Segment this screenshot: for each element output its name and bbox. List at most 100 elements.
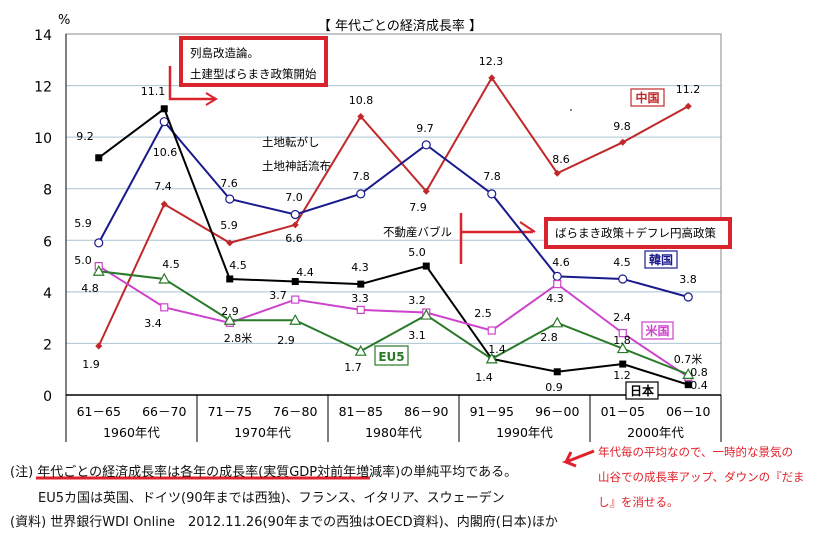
- data-label: 7.8: [483, 170, 501, 183]
- annotation-text: 土建型ばらまき政策開始: [190, 67, 317, 81]
- y-tick-label: 12: [34, 80, 52, 96]
- data-point: [618, 329, 627, 338]
- data-point: [422, 262, 430, 270]
- annotation-box-policy-start: [179, 36, 328, 87]
- data-label: 3.2: [408, 294, 426, 307]
- note-line-2: EU5カ国は英国、ドイツ(90年までは西独)、フランス、イタリア、スウェーデン: [38, 491, 505, 506]
- y-tick-label: 8: [43, 183, 52, 199]
- data-label: 2.4: [613, 311, 631, 324]
- series-line: [98, 265, 689, 378]
- data-label: 4.3: [546, 292, 564, 305]
- decade-label: 1970年代: [234, 425, 291, 440]
- data-point: [160, 200, 168, 208]
- data-point: [223, 313, 236, 325]
- comment-line-2: 山谷での成長率アップ、ダウンの『だま: [598, 470, 805, 484]
- series-tag-box: [374, 345, 409, 366]
- decade-label: 1990年代: [496, 425, 553, 440]
- data-label: 11.1: [141, 85, 166, 98]
- annotation-text: 列島改造論。: [190, 46, 259, 60]
- data-point: [357, 280, 365, 288]
- data-point: [226, 275, 234, 283]
- red-arrow-2: [459, 213, 533, 264]
- data-point: [683, 292, 693, 302]
- data-label: 4.8: [81, 282, 99, 295]
- data-label: 4.3: [351, 261, 369, 274]
- data-label: 5.9: [220, 219, 238, 232]
- data-label: 5.0: [74, 254, 92, 267]
- x-tick-label: 06－10: [666, 404, 710, 419]
- data-point: [160, 105, 168, 113]
- series-line: [98, 107, 689, 386]
- x-tick-label: 96－00: [535, 404, 579, 419]
- series-tag-label: 中国: [635, 90, 659, 105]
- data-point: [354, 344, 367, 356]
- data-label: 3.1: [408, 329, 426, 342]
- x-tick-label: 01－05: [601, 404, 645, 419]
- x-tick-label: 66－70: [142, 404, 186, 419]
- decade-label: 2000年代: [627, 425, 684, 440]
- data-point: [619, 360, 627, 368]
- data-point: [289, 313, 302, 325]
- data-label: 2.9: [277, 334, 295, 347]
- comment-line-1: 年代毎の平均なので、一時的な景気の: [598, 445, 794, 459]
- data-label: 10.6: [153, 146, 178, 159]
- y-tick-label: 6: [43, 234, 52, 250]
- data-label: 5.0: [408, 246, 426, 259]
- series-line: [97, 119, 689, 298]
- arrow-head-icon: [205, 92, 218, 106]
- data-label: 2.9: [221, 305, 239, 318]
- data-label: 8.6: [552, 153, 570, 166]
- data-label: 4.4: [296, 266, 314, 279]
- y-tick-label: 0: [43, 389, 52, 405]
- data-point: [356, 189, 366, 199]
- data-label: 0.8: [690, 366, 708, 379]
- data-label: 11.2: [676, 83, 701, 96]
- y-tick-label: 14: [34, 28, 52, 44]
- red-comment-arrow-icon: [561, 449, 595, 468]
- data-label: 7.9: [409, 201, 427, 214]
- data-label: 4.5: [229, 259, 247, 272]
- series-1: 5.9 10.6 7.6 7.0 7.8 9.7 7.8 4.6 4.5 3.8: [74, 117, 697, 302]
- data-point: [551, 316, 564, 328]
- data-label: 4.6: [552, 256, 570, 269]
- series-tag-box: [644, 250, 678, 269]
- data-label: 7.0: [285, 191, 303, 204]
- annotation-bubble: 不動産バブル: [383, 225, 452, 239]
- x-tick-label: 81－85: [339, 404, 383, 419]
- data-label: 2.5: [474, 307, 492, 320]
- data-point: [682, 368, 695, 379]
- x-tick-label: 91－95: [470, 404, 514, 419]
- data-point: [485, 352, 498, 364]
- y-tick-label: 10: [34, 131, 52, 147]
- series-line: [97, 75, 689, 347]
- data-point: [616, 342, 629, 354]
- series-tag-label: 日本: [630, 383, 654, 398]
- data-label: 12.3: [479, 55, 504, 68]
- series-tag-box: [641, 321, 674, 340]
- data-label: 3.7: [269, 289, 287, 302]
- x-tick-label: 61－65: [77, 404, 121, 419]
- data-point: [291, 295, 300, 304]
- data-label: 0.9: [545, 381, 563, 394]
- note-line-3: (資料) 世界銀行WDI Online 2012.11.26(90年までの西独は…: [10, 515, 558, 530]
- data-point: [619, 138, 627, 146]
- data-point: [159, 117, 169, 127]
- chart-title: 【 年代ごとの経済成長率 】: [318, 18, 482, 34]
- data-point: [684, 102, 692, 110]
- data-point: [553, 280, 562, 289]
- comment-line-3: し』を消せる。: [598, 495, 679, 509]
- red-arrow-1: [168, 66, 214, 101]
- data-label: 4.5: [162, 258, 180, 271]
- data-label: 2.8米: [224, 332, 253, 345]
- series-tag-label: 米国: [645, 323, 669, 338]
- data-label: 6.6: [285, 232, 303, 245]
- data-label: 3.3: [351, 292, 369, 305]
- series-line: [98, 270, 689, 376]
- x-tick-label: 86－90: [404, 404, 448, 419]
- data-label: 1.9: [82, 358, 100, 371]
- x-tick-label: 71－75: [208, 404, 252, 419]
- series-4: 4.8 4.5 2.9 2.9 1.7 3.1 1.4 2.8 1.8 0.8: [81, 258, 708, 379]
- y-tick-label: 4: [43, 286, 52, 302]
- series-tag-box: [630, 88, 665, 107]
